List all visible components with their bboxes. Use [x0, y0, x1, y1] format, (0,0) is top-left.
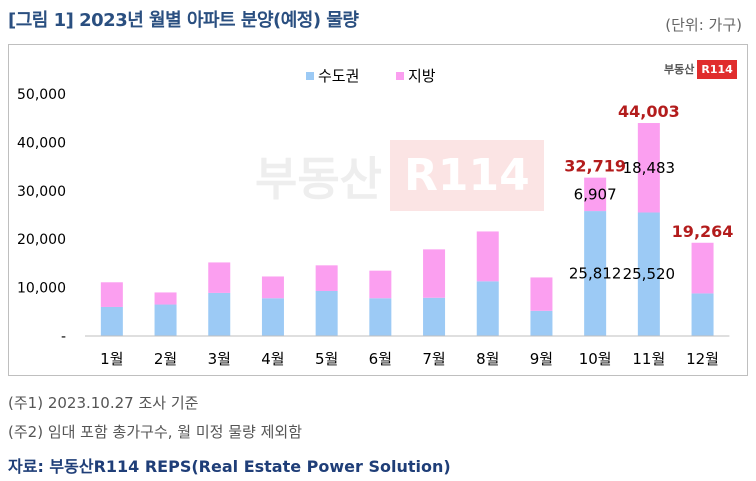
y-tick-label: 50,000	[17, 87, 66, 103]
data-label-capital: 25,812	[569, 265, 622, 283]
y-tick-label: 30,000	[17, 184, 66, 200]
watermark-logo: 부동산 R114	[255, 140, 544, 211]
y-tick-label: 20,000	[17, 232, 66, 248]
bars	[100, 123, 714, 336]
x-tick-label: 11월	[632, 350, 665, 368]
brand-logo: 부동산 R114	[664, 59, 737, 79]
bar-local	[423, 249, 446, 298]
legend-label-2: 지방	[408, 67, 436, 85]
x-tick-label: 10월	[579, 350, 612, 368]
bar-local	[261, 276, 284, 299]
legend-swatch-2	[396, 72, 404, 80]
x-tick-label: 4월	[261, 350, 284, 368]
bar-capital	[476, 281, 499, 336]
data-label-capital: 25,520	[623, 265, 676, 283]
y-tick-label: -	[61, 329, 66, 345]
footnote-2: (주2) 임대 포함 총가구수, 월 미정 물량 제외함	[8, 423, 302, 441]
legend: 수도권 지방	[306, 67, 436, 85]
total-label: 32,719	[564, 157, 626, 176]
bar-capital	[584, 211, 607, 336]
x-tick-label: 6월	[369, 350, 392, 368]
bar-local	[208, 262, 231, 293]
bar-capital	[100, 306, 123, 336]
data-labels: 25,812 6,907 32,719 25,520 18,483 44,003 19,26…	[564, 102, 733, 283]
source-label: 자료: 부동산R114 REPS(Real Estate Power Solut…	[8, 457, 451, 476]
legend-label-1: 수도권	[318, 67, 359, 85]
brand-logo-text: 부동산	[664, 63, 695, 76]
data-label-local: 18,483	[623, 159, 676, 177]
bar-capital	[208, 292, 231, 336]
total-label: 44,003	[618, 102, 680, 121]
watermark-box: R114	[389, 140, 544, 211]
bar-local	[100, 282, 123, 307]
bar-capital	[261, 298, 284, 336]
total-label: 19,264	[672, 222, 734, 241]
data-label-local: 6,907	[574, 185, 617, 203]
bar-capital	[315, 290, 338, 336]
chart-area	[8, 44, 748, 376]
bar-capital	[369, 298, 392, 336]
bar-local	[637, 123, 660, 213]
bar-local	[691, 242, 714, 294]
watermark-text: 부동산	[255, 151, 382, 206]
bar-capital	[637, 212, 660, 336]
brand-logo-box: R114	[697, 59, 737, 79]
unit-label: (단위: 가구)	[665, 16, 742, 34]
bar-local	[530, 277, 553, 311]
chart-title: [그림 1] 2023년 월별 아파트 분양(예정) 물량	[8, 10, 359, 31]
x-tick-label: 12월	[686, 350, 719, 368]
bar-local	[369, 270, 392, 299]
bar-capital	[423, 297, 446, 336]
x-tick-label: 8월	[476, 350, 499, 368]
x-tick-label: 9월	[530, 350, 553, 368]
bar-local	[154, 292, 177, 305]
y-axis: - 10,000 20,000 30,000 40,000 50,000	[17, 87, 66, 345]
x-axis: 1월 2월 3월 4월 5월 6월 7월 8월 9월 10월 11월 12월	[85, 335, 730, 368]
y-tick-label: 40,000	[17, 135, 66, 151]
x-tick-label: 3월	[208, 350, 231, 368]
x-tick-label: 1월	[100, 350, 123, 368]
bar-capital	[691, 293, 714, 336]
bar-local	[584, 177, 607, 212]
footnote-1: (주1) 2023.10.27 조사 기준	[8, 394, 199, 412]
y-tick-label: 10,000	[17, 281, 66, 297]
x-tick-label: 2월	[154, 350, 177, 368]
legend-swatch-1	[306, 72, 314, 80]
bar-capital	[530, 310, 553, 336]
bar-capital	[154, 304, 177, 336]
x-tick-label: 7월	[422, 350, 445, 368]
bar-local	[315, 265, 338, 291]
bar-local	[476, 231, 499, 282]
x-tick-label: 5월	[315, 350, 338, 368]
